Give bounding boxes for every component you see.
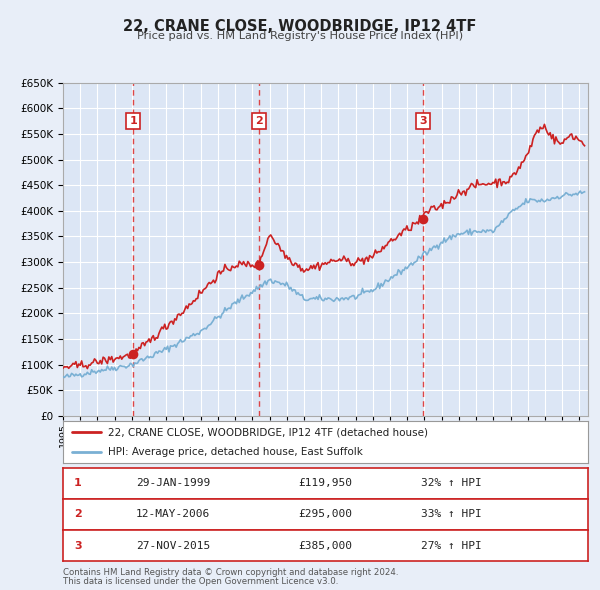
Text: £119,950: £119,950 [299, 478, 353, 488]
Text: 3: 3 [74, 541, 82, 550]
Text: 29-JAN-1999: 29-JAN-1999 [136, 478, 211, 488]
Text: 22, CRANE CLOSE, WOODBRIDGE, IP12 4TF (detached house): 22, CRANE CLOSE, WOODBRIDGE, IP12 4TF (d… [107, 427, 428, 437]
Text: 2: 2 [74, 510, 82, 519]
Text: 32% ↑ HPI: 32% ↑ HPI [421, 478, 482, 488]
Text: 27% ↑ HPI: 27% ↑ HPI [421, 541, 482, 550]
Text: 27-NOV-2015: 27-NOV-2015 [136, 541, 211, 550]
Text: Contains HM Land Registry data © Crown copyright and database right 2024.: Contains HM Land Registry data © Crown c… [63, 568, 398, 577]
Text: 12-MAY-2006: 12-MAY-2006 [136, 510, 211, 519]
Text: Price paid vs. HM Land Registry's House Price Index (HPI): Price paid vs. HM Land Registry's House … [137, 31, 463, 41]
Text: 1: 1 [130, 116, 137, 126]
Text: 3: 3 [419, 116, 427, 126]
Text: 33% ↑ HPI: 33% ↑ HPI [421, 510, 482, 519]
Text: £295,000: £295,000 [299, 510, 353, 519]
Text: 22, CRANE CLOSE, WOODBRIDGE, IP12 4TF: 22, CRANE CLOSE, WOODBRIDGE, IP12 4TF [124, 19, 476, 34]
Text: 1: 1 [74, 478, 82, 488]
Text: 2: 2 [254, 116, 262, 126]
Text: £385,000: £385,000 [299, 541, 353, 550]
Text: This data is licensed under the Open Government Licence v3.0.: This data is licensed under the Open Gov… [63, 578, 338, 586]
Text: HPI: Average price, detached house, East Suffolk: HPI: Average price, detached house, East… [107, 447, 362, 457]
